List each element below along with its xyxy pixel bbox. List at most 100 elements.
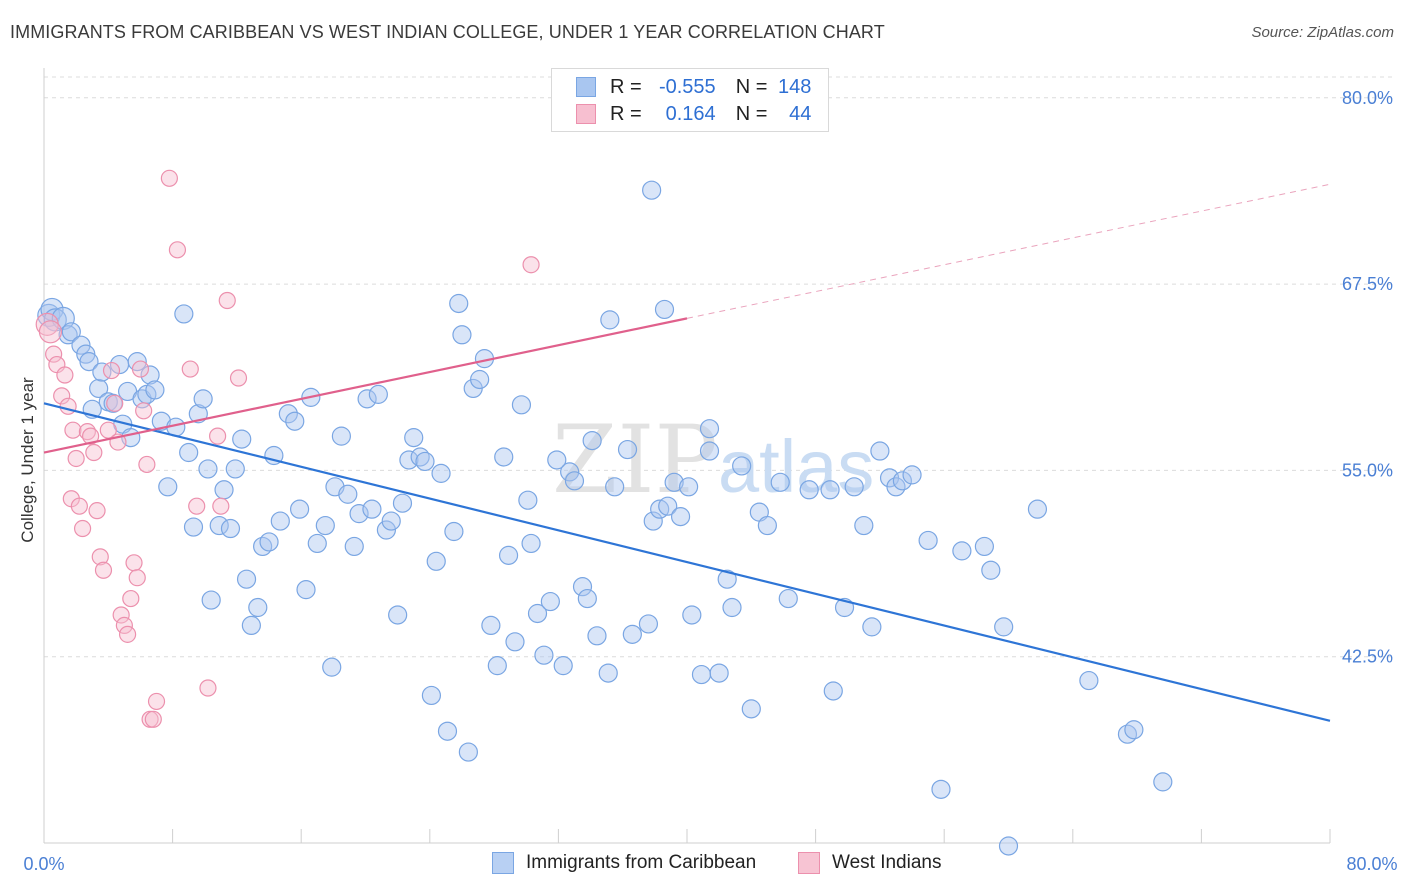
data-point-west-indians <box>59 397 77 415</box>
data-point-caribbean <box>179 442 199 463</box>
data-point-west-indians <box>38 320 63 344</box>
data-point-caribbean <box>481 615 501 636</box>
data-point-caribbean <box>981 560 1001 580</box>
data-point-caribbean <box>220 518 241 539</box>
data-point-caribbean <box>643 511 663 531</box>
data-point-caribbean <box>58 325 78 345</box>
legend-r-label: R = <box>610 75 642 98</box>
data-point-caribbean <box>470 369 490 390</box>
y-tick-label: 67.5% <box>1342 274 1393 294</box>
data-point-caribbean <box>799 480 819 500</box>
data-point-west-indians <box>53 387 71 405</box>
data-point-caribbean <box>399 450 419 470</box>
data-point-west-indians <box>67 449 85 468</box>
data-point-west-indians <box>209 427 227 445</box>
data-point-caribbean <box>338 484 358 504</box>
data-point-west-indians <box>138 455 156 474</box>
data-point-caribbean <box>498 545 519 565</box>
data-point-caribbean <box>444 521 464 542</box>
legend-item-west-indians[interactable]: West Indians <box>798 852 941 874</box>
data-point-west-indians <box>102 361 121 380</box>
data-point-west-indians <box>135 402 153 420</box>
data-point-caribbean <box>534 645 554 665</box>
data-point-caribbean <box>241 615 261 636</box>
data-point-caribbean <box>577 588 597 609</box>
data-point-caribbean <box>331 426 351 446</box>
legend-n-label: N = <box>735 75 768 98</box>
legend-n-value: 148 <box>778 75 812 98</box>
data-point-caribbean <box>974 536 994 557</box>
data-point-caribbean <box>617 439 638 460</box>
data-point-caribbean <box>682 605 702 625</box>
legend-west-indians-label: West Indians <box>832 852 942 873</box>
legend-swatch-caribbean <box>492 852 514 874</box>
legend-r-label: R = <box>610 102 642 125</box>
data-point-caribbean <box>587 626 607 646</box>
data-point-west-indians <box>70 497 88 515</box>
data-point-caribbean <box>521 533 541 554</box>
data-point-caribbean <box>670 507 691 527</box>
data-point-caribbean <box>61 322 81 342</box>
data-point-caribbean <box>214 480 234 500</box>
legend-swatch-west-indians <box>798 852 820 874</box>
x-tick-label-max: 80.0% <box>1346 854 1397 874</box>
data-point-caribbean <box>71 335 91 355</box>
data-point-caribbean <box>844 477 864 497</box>
data-point-caribbean <box>296 580 316 600</box>
legend-r-value: 0.164 <box>665 102 716 125</box>
data-point-caribbean <box>823 681 843 701</box>
data-point-caribbean <box>392 493 413 513</box>
data-point-caribbean <box>225 459 245 479</box>
data-point-caribbean <box>388 605 408 625</box>
data-point-caribbean <box>285 411 305 431</box>
data-point-caribbean <box>307 533 327 554</box>
trend-line-west-indians-extension <box>686 183 1331 319</box>
data-point-caribbean <box>1124 720 1144 740</box>
data-point-caribbean <box>638 614 659 634</box>
data-point-west-indians <box>91 548 109 566</box>
data-point-caribbean <box>174 304 194 324</box>
data-point-caribbean <box>79 352 99 372</box>
data-point-west-indians <box>168 241 187 259</box>
series-west-indians-points <box>35 169 540 728</box>
tick-labels: 42.5% 55.0% 67.5% 80.0% 0.0% 80.0% <box>23 88 1397 874</box>
data-point-west-indians <box>94 561 113 579</box>
data-point-caribbean <box>376 520 396 540</box>
data-point-caribbean <box>270 511 290 531</box>
data-point-caribbean <box>622 624 642 644</box>
data-point-caribbean <box>642 180 662 200</box>
data-point-west-indians <box>181 360 199 378</box>
data-point-caribbean <box>540 591 560 612</box>
data-point-west-indians <box>125 554 143 572</box>
data-point-caribbean <box>140 365 160 385</box>
y-axis-label: College, Under 1 year <box>18 377 37 543</box>
series-caribbean-points <box>37 180 1173 856</box>
data-point-caribbean <box>458 742 478 762</box>
data-point-caribbean <box>151 411 171 431</box>
legend-caribbean-label: Immigrants from Caribbean <box>526 852 757 873</box>
data-point-west-indians <box>188 497 206 515</box>
data-point-caribbean <box>315 515 335 536</box>
data-point-caribbean <box>452 325 472 345</box>
data-point-west-indians <box>85 443 103 462</box>
data-point-west-indians <box>56 366 74 384</box>
data-point-caribbean <box>820 480 840 500</box>
legend-item-caribbean[interactable]: Immigrants from Caribbean <box>492 852 756 874</box>
data-point-caribbean <box>259 532 279 552</box>
data-point-caribbean <box>699 441 720 461</box>
legend-row-west-indians: R = 0.164 N = 44 <box>576 101 811 127</box>
data-point-caribbean <box>198 459 218 479</box>
data-point-caribbean <box>449 293 469 314</box>
data-point-caribbean <box>43 308 67 332</box>
data-point-west-indians <box>218 291 236 310</box>
correlation-legend: R = -0.555 N = 148 R = 0.164 N = 44 <box>551 68 829 132</box>
data-point-caribbean <box>431 463 451 483</box>
data-point-caribbean <box>89 378 109 399</box>
watermark-zip: ZIP <box>552 406 718 515</box>
data-point-caribbean <box>505 632 525 652</box>
data-point-caribbean <box>654 299 675 320</box>
data-point-caribbean <box>209 515 229 536</box>
data-point-caribbean <box>357 389 377 409</box>
data-point-west-indians <box>144 710 162 728</box>
